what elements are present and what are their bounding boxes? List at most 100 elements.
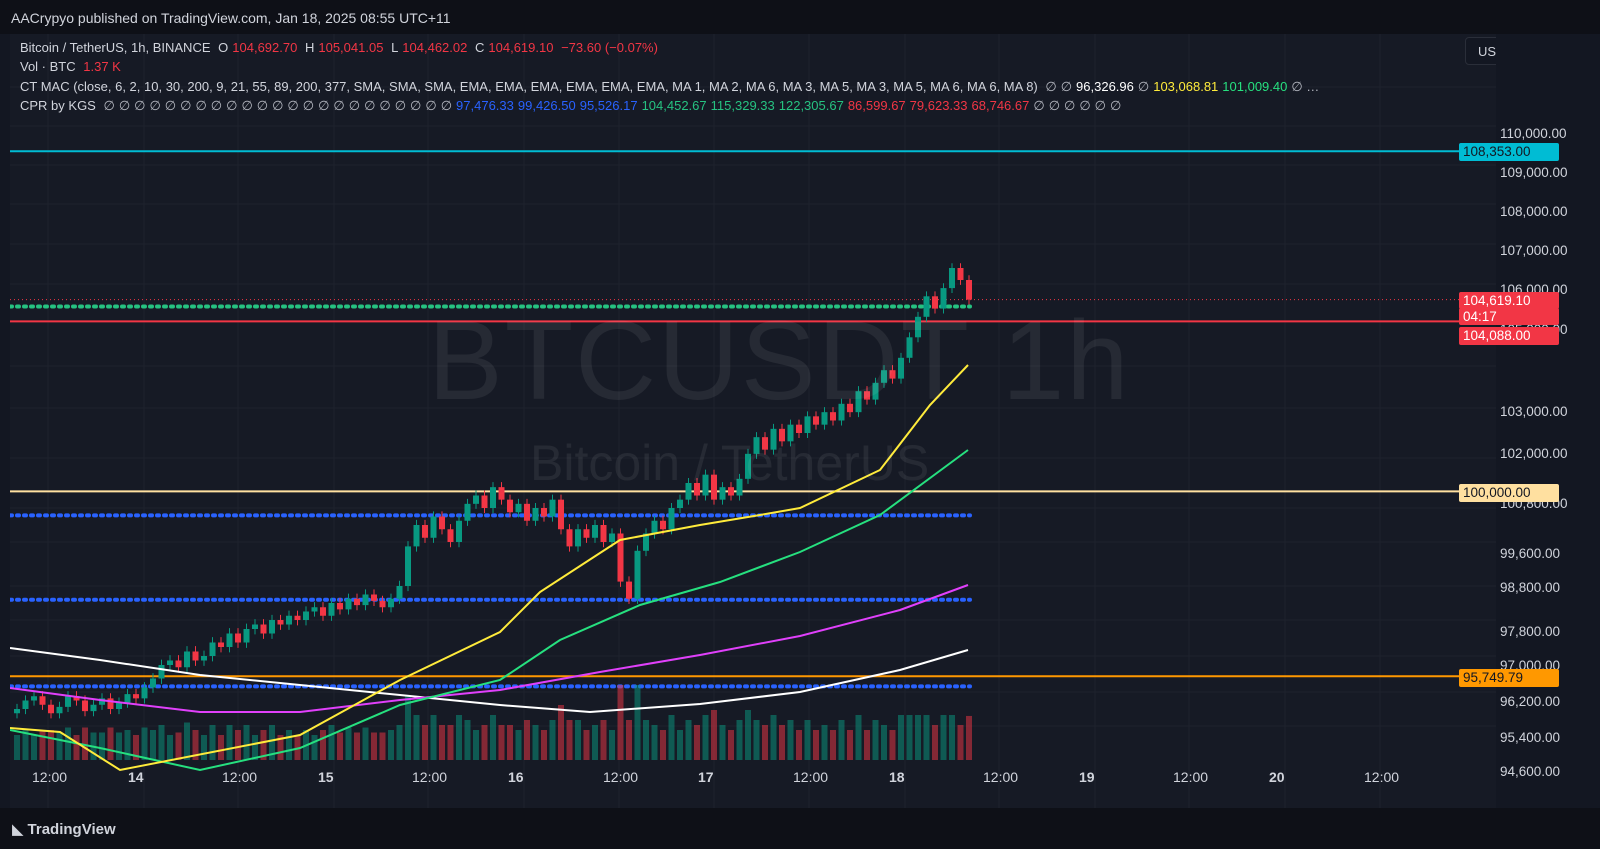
volume-value: 1.37 K [83,59,121,74]
price-axis[interactable]: 110,000.00 109,000.00 108,000.00 107,000.00… [1459,34,1600,808]
cpr-label[interactable]: CPR by KGS [20,98,96,113]
tv-logo-icon: ◣ [12,821,24,838]
ctmac-label[interactable]: CT MAC (close, 6, 2, 10, 30, 200, 9, 21,… [20,79,1038,94]
candle-body [371,594,377,601]
volume-bar [515,730,522,760]
null-icon: ∅ [410,98,422,113]
volume-bar [337,732,343,760]
symbol-title[interactable]: Bitcoin / TetherUS, 1h, BINANCE [20,40,211,55]
price-tick: 97,800.00 [1500,624,1561,639]
candle-body [133,694,139,699]
volume-bar [600,720,607,760]
candle-body [830,412,836,421]
volume-bar [592,725,598,760]
candle-body [872,382,879,400]
price-tag: 108,353.00 [1459,143,1559,161]
null-icon: ∅ [1048,98,1061,113]
null-icon: ∅ [1060,79,1073,94]
close-value: 104,619.10 [488,40,554,55]
candle-body [311,607,318,612]
candle-body [643,533,649,551]
time-tick: 12:00 [222,769,258,785]
time-tick: 12:00 [793,769,829,785]
candle-body [617,533,624,582]
legend-ctmac[interactable]: CT MAC (close, 6, 2, 10, 30, 200, 9, 21,… [20,79,1323,95]
candle-body [99,698,105,705]
volume-bar [711,710,717,760]
volume-bar [923,715,930,760]
candle-body [150,678,156,688]
price-tag: 104,088.00 [1459,327,1559,345]
candle-body [702,474,709,496]
volume-bar [14,735,20,760]
time-tick: 19 [1079,769,1095,785]
volume-bar [753,720,760,760]
price-tick: 99,600.00 [1500,546,1561,561]
cpr-value: 79,623.33 [909,98,968,113]
volume-bar [107,727,114,760]
candle-body [541,508,547,517]
candle-body [345,598,352,610]
null-icon: ∅ [425,98,437,113]
candle-body [192,651,199,661]
null-icon: ∅ [318,98,330,113]
candle-body [422,525,428,538]
volume-bar [957,725,964,760]
volume-bar [668,715,675,760]
ma-yellow-line [10,364,969,772]
volume-bar [728,730,734,760]
volume-bar [65,727,71,760]
legend-cpr[interactable]: CPR by KGS ∅ ∅ ∅ ∅ ∅ ∅ ∅ ∅ ∅ ∅ ∅ ∅ ∅ ∅ ∅ ∅ ∅ ∅ ∅ ∅ ∅ ∅ ∅ 97,476… [20,98,1125,114]
legend-main[interactable]: Bitcoin / TetherUS, 1h, BINANCE O 104,692… [20,40,662,55]
volume-bar [575,720,581,760]
chart-pane[interactable]: BTCUSDT 1h Bitcoin / TetherUS Bitcoin / … [10,34,1496,808]
volume-bar [736,720,743,760]
volume-bar [82,727,88,760]
volume-bar [813,730,819,760]
candle-body [218,642,224,647]
time-tick: 20 [1269,769,1285,785]
candle-body [107,698,114,709]
open-value: 104,692.70 [232,40,298,55]
price-tick: 94,600.00 [1500,764,1561,779]
null-icon: ∅ [180,98,192,113]
ctmac-value: 101,009.40 [1222,79,1288,94]
null-icon: ∅ [241,98,253,113]
candle-body [923,296,930,317]
legend-volume[interactable]: Vol · BTC 1.37 K [20,59,125,74]
candle-body [226,633,233,647]
candle-body [881,370,887,383]
volume-bar [226,725,233,760]
candle-body [940,288,947,309]
null-icon: ∅ [302,98,315,113]
candle-body [660,520,666,530]
candle-body [753,437,760,454]
null-icon: ∅ [149,98,161,113]
candle-body [175,660,182,668]
volume-bar [158,725,165,760]
candle-body [294,615,301,620]
candle-body [813,416,819,425]
volume-label[interactable]: Vol · BTC [20,59,76,74]
candle-body [668,508,675,530]
candle-body [439,516,445,530]
ctmac-value: 96,326.96 [1076,79,1134,94]
volume-bar [31,735,37,760]
candle-body [167,660,173,665]
null-icon: ∅ [103,98,115,113]
volume-bar [133,735,139,760]
volume-bar [830,730,836,760]
volume-bar [473,730,479,760]
candle-body [14,709,20,714]
candle-body [507,499,513,513]
candlestick-chart[interactable] [10,34,1496,808]
candle-body [413,525,420,547]
volume-bar [209,725,216,760]
volume-bar [294,735,301,760]
tradingview-logo: ◣ TradingView [12,820,116,838]
volume-bar [320,730,326,760]
candle-body [745,453,751,479]
candle-body [328,603,335,616]
volume-bar [73,735,80,760]
volume-bar [422,725,428,760]
